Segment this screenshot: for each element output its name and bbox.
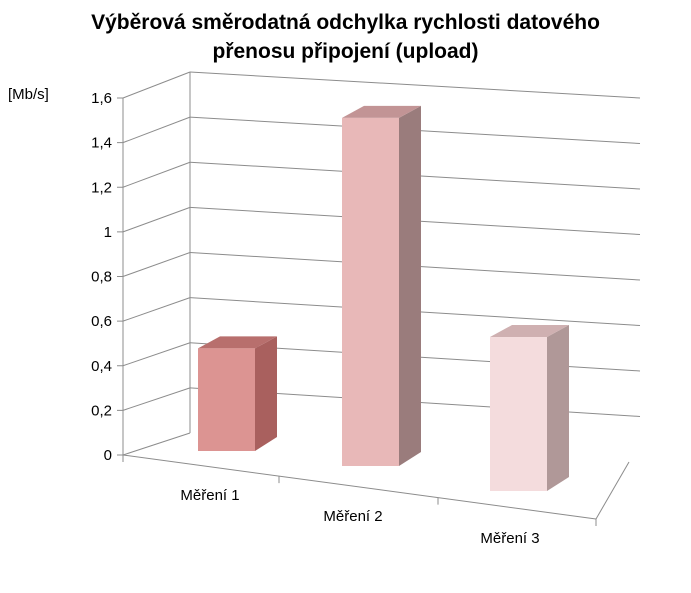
bar-top: [342, 105, 421, 118]
gridline-side: [122, 387, 191, 411]
y-tick-label: 1,6: [91, 90, 112, 107]
chart-title-line-2: přenosu připojení (upload): [212, 40, 479, 63]
x-category-label: Měření 2: [323, 508, 382, 525]
gridline-side: [122, 342, 191, 367]
gridline-side: [122, 71, 191, 99]
chart-title: Výběrová směrodatná odchylka rychlosti d…: [0, 8, 691, 66]
y-tick-label: 0,8: [91, 269, 112, 286]
y-tick-label: 0: [104, 447, 112, 464]
x-category-label: Měření 3: [480, 530, 539, 547]
gridline-side: [122, 432, 191, 456]
gridline-side: [122, 116, 191, 144]
bar-side: [399, 105, 421, 467]
y-tick-label: 1,4: [91, 135, 112, 152]
y-tick-label: 0,2: [91, 402, 112, 419]
y-tick-label: 0,6: [91, 313, 112, 330]
bar-top: [490, 325, 569, 338]
gridline-side: [122, 297, 191, 322]
bar: [490, 337, 547, 491]
gridline-back: [189, 71, 641, 99]
bar: [198, 348, 255, 451]
floor-right-edge: [595, 461, 630, 520]
x-category-label: Měření 1: [180, 487, 239, 504]
y-tick-label: 1: [104, 224, 112, 241]
floor-front-edge: [122, 454, 597, 520]
bar-top: [198, 336, 277, 349]
chart-title-line-1: Výběrová směrodatná odchylka rychlosti d…: [91, 11, 600, 34]
bar-side: [255, 336, 277, 451]
gridline-side: [122, 206, 191, 233]
gridline-side: [122, 161, 191, 188]
gridline-side: [122, 252, 191, 277]
y-tick-label: 0,4: [91, 358, 112, 375]
y-axis-label: [Mb/s]: [8, 86, 49, 103]
bar-side: [547, 325, 569, 491]
y-tick-label: 1,2: [91, 179, 112, 196]
bar: [342, 117, 399, 467]
